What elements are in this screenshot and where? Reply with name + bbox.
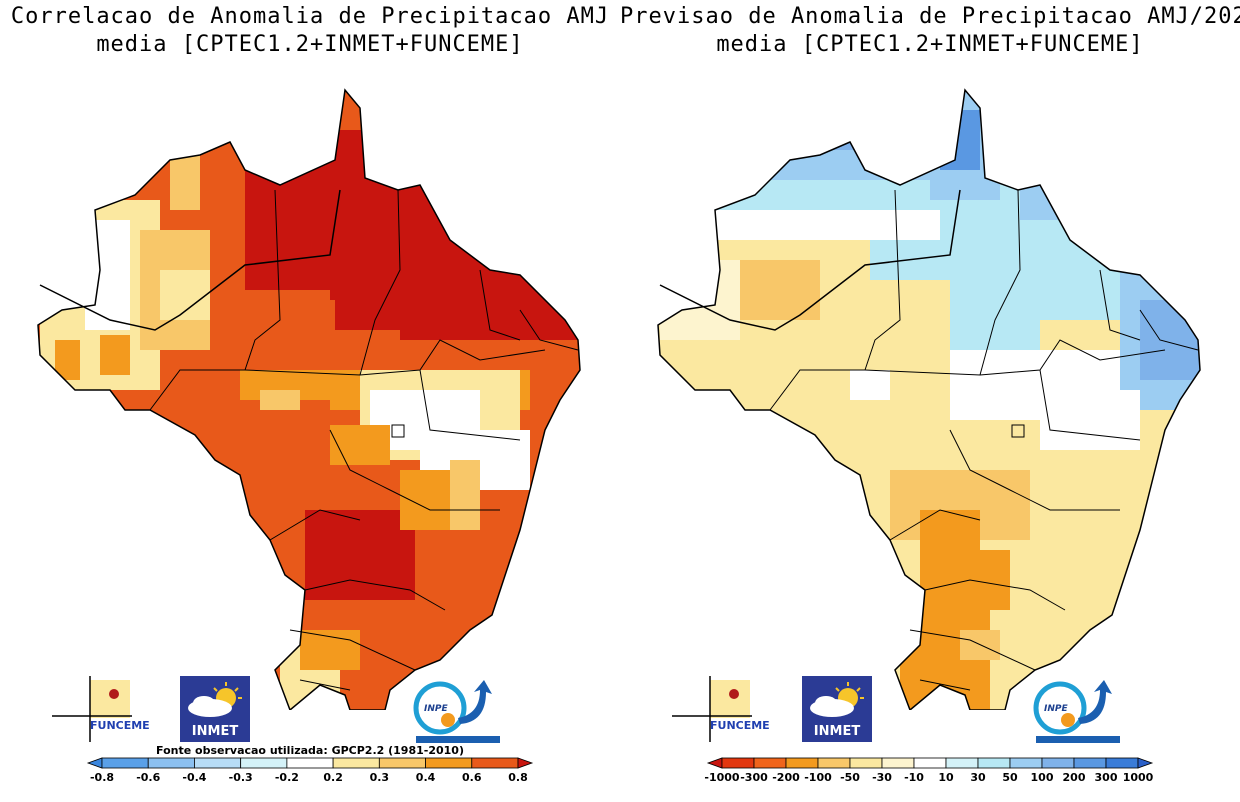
forecast-subtitle: media [CPTEC1.2+INMET+FUNCEME] [716,32,1144,57]
correlation-colorbar-swatch [86,757,103,769]
correlation-title: Correlacao de Anomalia de Precipitacao A… [10,4,610,29]
forecast-title: Previsao de Anomalia de Precipitacao AMJ… [620,4,1240,29]
forecast-borders [657,88,1201,710]
inpe-banner [1036,736,1120,743]
funceme-label: FUNCEME [710,719,770,732]
inmet-logo: INMET [802,676,872,742]
correlation-map [37,88,581,710]
funceme-label: FUNCEME [90,719,150,732]
forecast-colorbar-swatch [881,757,915,769]
correlation-colorbar-tick-label: 0.8 [508,771,528,784]
forecast-colorbar-tick-label: 200 [1063,771,1086,784]
funceme-emblem-icon [672,676,752,742]
correlation-colorbar-swatch [517,757,534,769]
funceme-emblem-icon [52,676,132,742]
forecast-colorbar-swatch [1041,757,1075,769]
correlation-colorbar-swatch [147,757,195,769]
observation-source-note: Fonte observacao utilizada: GPCP2.2 (198… [156,744,464,757]
correlation-colorbar-swatch [286,757,334,769]
correlation-colorbar-swatch [425,757,473,769]
forecast-colorbar-swatch [1073,757,1107,769]
inpe-label: INPE [424,704,448,714]
inpe-label: INPE [1044,704,1068,714]
forecast-colorbar-tick-label: 1000 [1123,771,1154,784]
correlation-colorbar-swatch [471,757,519,769]
inpe-emblem-icon [413,680,492,735]
forecast-colorbar-tick-label: 300 [1095,771,1118,784]
funceme-logo: FUNCEME [672,676,772,742]
correlation-colorbar-tick-label: -0.8 [90,771,114,784]
forecast-colorbar: -1000 -300 -200 -100 -50 -30 -10 10 30 50 100 200 30… [704,757,1154,784]
funceme-logo: FUNCEME [52,676,152,742]
forecast-colorbar-swatch [1105,757,1139,769]
forecast-colorbar-swatch [945,757,979,769]
forecast-colorbar-tick-label: -10 [904,771,924,784]
correlation-colorbar-tick-label: -0.6 [136,771,160,784]
correlation-panel: Correlacao de Anomalia de Precipitacao A… [10,4,610,784]
forecast-colorbar-swatch [977,757,1011,769]
inpe-banner [416,736,500,743]
inmet-label: INMET [813,724,861,739]
forecast-colorbar-swatch [721,757,755,769]
forecast-colorbar-swatch [785,757,819,769]
inmet-cloud-sun-icon [188,682,242,717]
correlation-colorbar-tick-label: 0.4 [416,771,436,784]
correlation-colorbar-tick-label: 0.6 [462,771,482,784]
forecast-colorbar-tick-label: -1000 [704,771,740,784]
inmet-label: INMET [191,724,239,739]
forecast-colorbar-tick-label: -300 [740,771,768,784]
forecast-colorbar-tick-label: -30 [872,771,892,784]
forecast-colorbar-tick-label: 10 [938,771,954,784]
forecast-colorbar-swatch [849,757,883,769]
forecast-colorbar-swatch [817,757,851,769]
correlation-subtitle: media [CPTEC1.2+INMET+FUNCEME] [96,32,524,57]
forecast-colorbar-swatch [913,757,947,769]
forecast-colorbar-tick-label: 100 [1031,771,1054,784]
forecast-colorbar-swatch [1009,757,1043,769]
correlation-colorbar-tick-label: -0.4 [182,771,206,784]
forecast-colorbar-tick-label: 50 [1002,771,1018,784]
forecast-colorbar-tick-label: -50 [840,771,860,784]
correlation-colorbar-swatch [101,757,149,769]
correlation-colorbar-tick-label: -0.2 [275,771,299,784]
correlation-colorbar-swatch [194,757,242,769]
forecast-colorbar-tick-label: -100 [804,771,832,784]
correlation-colorbar-swatch [332,757,380,769]
forecast-colorbar-swatch [1137,757,1154,769]
forecast-panel: Previsao de Anomalia de Precipitacao AMJ… [620,0,1240,802]
correlation-borders [37,88,581,710]
correlation-colorbar-tick-label: 0.3 [370,771,390,784]
inmet-cloud-sun-icon [810,682,864,717]
correlation-colorbar: -0.8 -0.6 -0.4 -0.3 -0.2 0.2 0.3 0.4 0.6 0.8 [86,757,534,784]
inpe-emblem-icon [1033,680,1112,735]
inpe-logo: INPE [410,678,500,744]
forecast-colorbar-tick-label: 30 [970,771,986,784]
inpe-logo: INPE [1030,678,1120,744]
forecast-colorbar-swatch [706,757,723,769]
forecast-colorbar-swatch [753,757,787,769]
forecast-colorbar-tick-label: -200 [772,771,800,784]
forecast-map [657,88,1201,710]
correlation-colorbar-swatch [378,757,426,769]
correlation-colorbar-tick-label: 0.2 [323,771,343,784]
correlation-colorbar-tick-label: -0.3 [229,771,253,784]
inmet-logo: INMET [180,676,250,742]
correlation-colorbar-swatch [240,757,288,769]
